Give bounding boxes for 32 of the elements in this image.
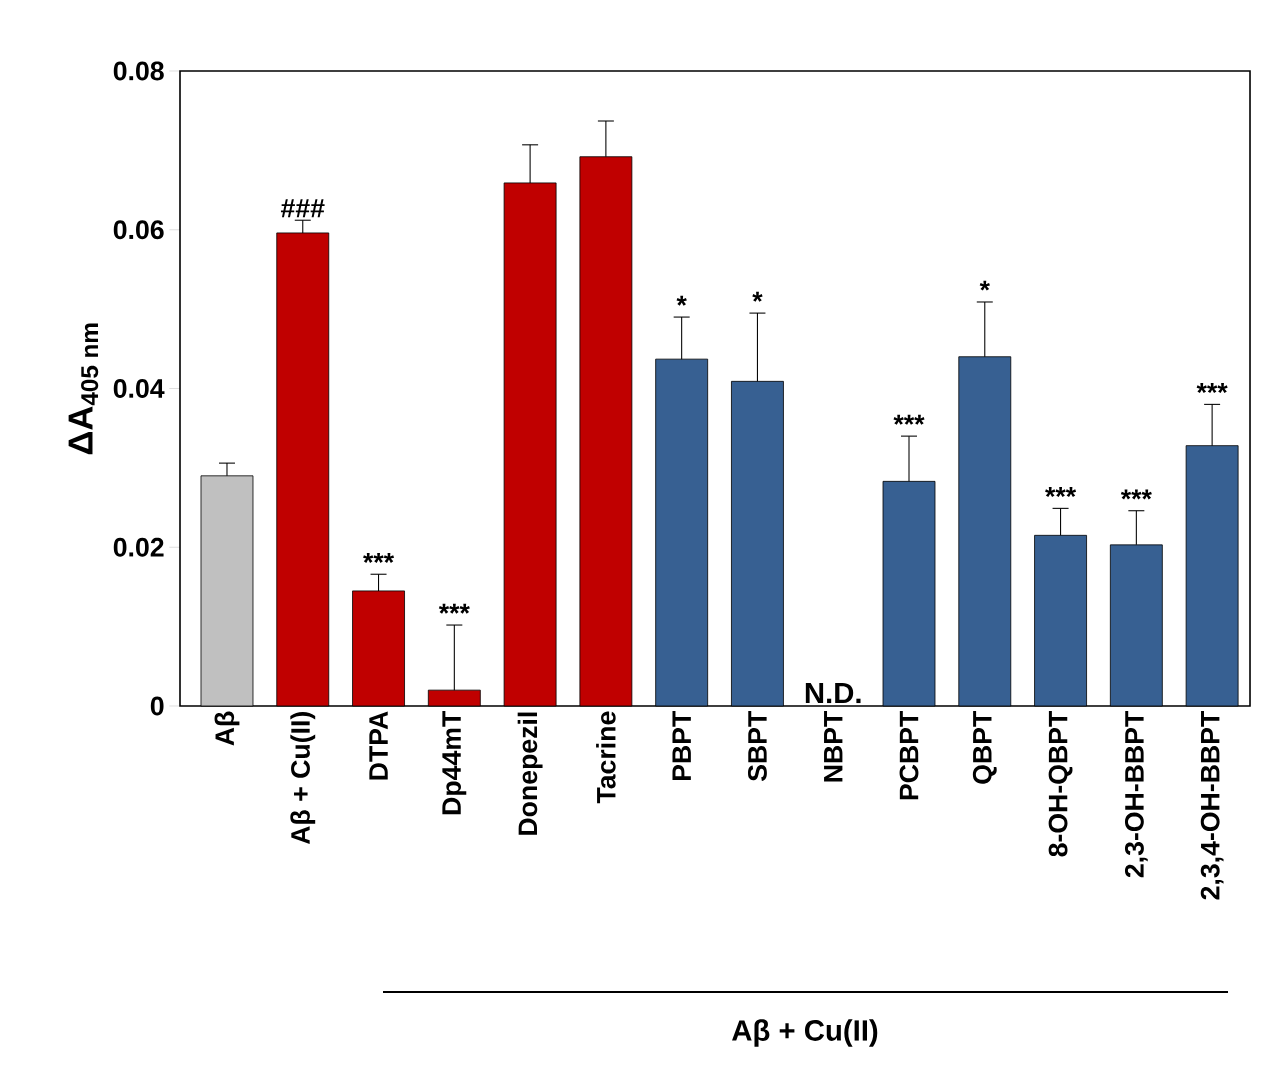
y-tick-label: 0.06 (113, 220, 164, 240)
x-tick-label: PBPT (672, 711, 691, 781)
y-tick-label: 0.08 (113, 61, 164, 81)
annotation: * (676, 295, 687, 306)
x-tick-label: Tacrine (596, 711, 616, 804)
annotation: * (752, 291, 763, 302)
x-tick-label: NBPT (824, 711, 843, 782)
y-tick-label: 0 (150, 696, 164, 716)
y-tick-label: 0.02 (113, 537, 164, 557)
x-tick-label: Aβ (214, 711, 240, 746)
x-tick-label: 8-OH-QBPT (1048, 711, 1073, 857)
text: Aβ + Cu(II) (732, 1019, 878, 1047)
annotation: *** (363, 552, 395, 563)
x-tick-label: Donepezil (517, 712, 543, 835)
annotation: * (979, 280, 990, 291)
annotation: *** (1045, 487, 1077, 497)
annotation: *** (1120, 489, 1152, 500)
x-tick-label: SBPT (748, 711, 767, 782)
y-tick-label: 0.04 (113, 379, 165, 398)
x-tick-label: Dp44mT (442, 711, 467, 815)
x-tick-label: 2,3-OH-BBPT (1124, 711, 1148, 878)
x-tick-label: QBPT (972, 711, 997, 784)
x-tick-label: PCBPT (899, 711, 919, 800)
x-tick-label: 2,3,4-OH-BBPT (1200, 711, 1224, 900)
y-axis-title: ΔA$_{405 nm}$ (68, 323, 99, 455)
annotation: ### (280, 199, 325, 218)
annotation: *** (893, 414, 925, 425)
x-tick-label: Aβ + Cu(II) (290, 712, 316, 845)
annotation: *** (438, 603, 470, 614)
annotation: N.D. (805, 682, 861, 704)
annotation: *** (1196, 383, 1228, 394)
x-tick-label: DTPA (369, 711, 388, 780)
